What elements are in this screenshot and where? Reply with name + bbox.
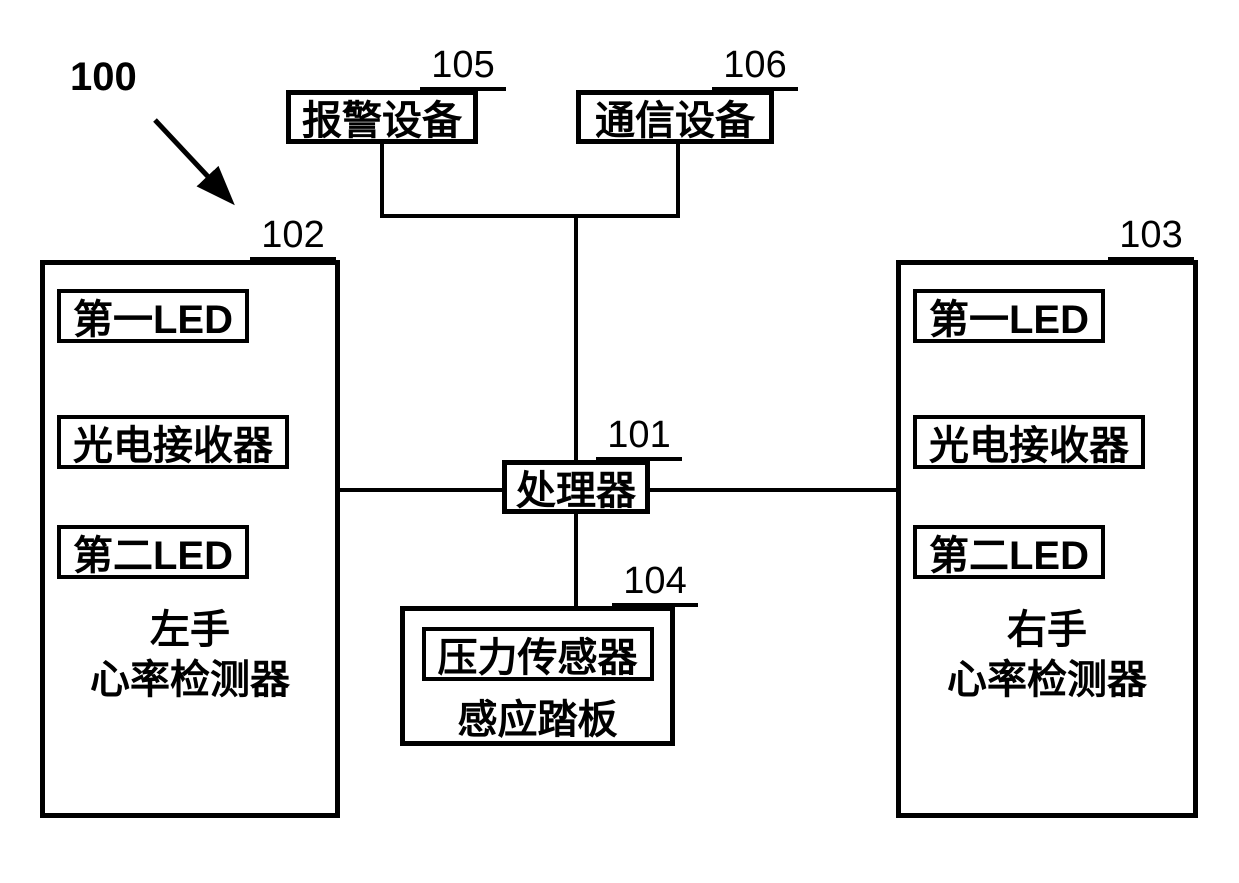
processor-ref-label: 101 xyxy=(596,414,682,461)
conn-proc-pedal xyxy=(574,514,578,606)
right-title-line1: 右手 xyxy=(947,605,1147,655)
right-receiver-label: 光电接收器 xyxy=(929,413,1129,471)
right-led1-box: 第一LED xyxy=(913,289,1105,343)
comm-ref-label: 106 xyxy=(712,44,798,91)
right-receiver-box: 光电接收器 xyxy=(913,415,1145,469)
conn-right-h xyxy=(650,488,896,492)
processor-ref-text: 101 xyxy=(596,414,682,461)
left-ref-label: 102 xyxy=(250,214,336,261)
left-title-line1: 左手 xyxy=(90,605,290,655)
left-title-line2: 心率检测器 xyxy=(90,655,290,705)
left-led1-box: 第一LED xyxy=(57,289,249,343)
pedal-ref-label: 104 xyxy=(612,560,698,607)
pedal-container: 压力传感器 感应踏板 xyxy=(400,606,675,746)
diagram-canvas: 100 报警设备 105 通信设备 106 处理器 101 压力传感器 xyxy=(0,0,1239,883)
right-detector-container: 第一LED 光电接收器 第二LED 右手 心率检测器 xyxy=(896,260,1198,818)
left-detector-title: 左手 心率检测器 xyxy=(90,605,290,705)
left-led2-label: 第二LED xyxy=(73,523,233,581)
right-led2-box: 第二LED xyxy=(913,525,1105,579)
conn-comm-down xyxy=(676,144,680,218)
pedal-title: 感应踏板 xyxy=(458,687,618,745)
pressure-sensor-label: 压力传感器 xyxy=(438,625,638,683)
right-title-line2: 心率检测器 xyxy=(947,655,1147,705)
alarm-device-label: 报警设备 xyxy=(302,88,462,146)
right-detector-title: 右手 心率检测器 xyxy=(947,605,1147,705)
left-ref-text: 102 xyxy=(250,214,336,261)
conn-alarm-down xyxy=(380,144,384,218)
conn-top-h xyxy=(380,214,680,218)
right-led2-label: 第二LED xyxy=(929,523,1089,581)
conn-left-h xyxy=(340,488,502,492)
alarm-ref-text: 105 xyxy=(420,44,506,91)
alarm-ref-label: 105 xyxy=(420,44,506,91)
left-led1-label: 第一LED xyxy=(73,287,233,345)
right-ref-text: 103 xyxy=(1108,214,1194,261)
comm-device-box: 通信设备 xyxy=(576,90,774,144)
pedal-ref-text: 104 xyxy=(612,560,698,607)
left-receiver-label: 光电接收器 xyxy=(73,413,273,471)
right-ref-label: 103 xyxy=(1108,214,1194,261)
left-receiver-box: 光电接收器 xyxy=(57,415,289,469)
pressure-sensor-box: 压力传感器 xyxy=(422,627,654,681)
processor-label: 处理器 xyxy=(516,458,636,516)
comm-device-label: 通信设备 xyxy=(595,88,755,146)
left-led2-box: 第二LED xyxy=(57,525,249,579)
comm-ref-text: 106 xyxy=(712,44,798,91)
left-detector-container: 第一LED 光电接收器 第二LED 左手 心率检测器 xyxy=(40,260,340,818)
alarm-device-box: 报警设备 xyxy=(286,90,478,144)
processor-box: 处理器 xyxy=(502,460,650,514)
conn-center-down xyxy=(574,214,578,460)
pedal-title-text: 感应踏板 xyxy=(458,698,618,742)
right-led1-label: 第一LED xyxy=(929,287,1089,345)
